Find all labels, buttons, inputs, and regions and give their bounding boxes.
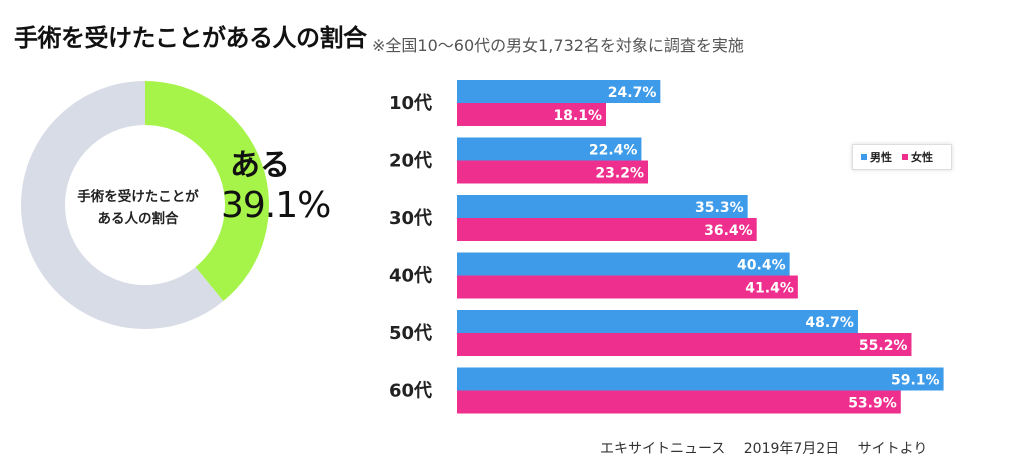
donut-highlight-label: ある <box>230 148 290 183</box>
donut-center-label: 手術を受けたことが ある人の割合 <box>68 186 208 230</box>
category-label: 50代 <box>389 323 432 344</box>
donut-slice-other <box>20 81 224 329</box>
data-label-female: 41.4% <box>745 281 794 297</box>
bar-female <box>457 218 757 241</box>
data-label-male: 59.1% <box>891 373 940 389</box>
bar-male <box>457 195 748 218</box>
legend-swatch-male <box>861 154 867 160</box>
page-title: 手術を受けたことがある人の割合 <box>14 24 367 52</box>
bar-female <box>457 160 649 184</box>
donut-slice-yes <box>145 81 269 302</box>
donut-highlight-value: 39.1% <box>221 185 331 226</box>
survey-note: ※全国10〜60代の男女1,732名を対象に調査を実施 <box>372 36 744 55</box>
donut-chart <box>20 81 269 329</box>
bar-female <box>457 333 912 356</box>
data-label-female: 55.2% <box>859 338 908 354</box>
bar-male <box>457 252 790 276</box>
category-label: 30代 <box>389 208 432 229</box>
data-label-male: 40.4% <box>737 258 786 274</box>
donut-center-line1: 手術を受けたことが <box>77 189 199 205</box>
legend-label-male: 男性 <box>870 151 892 164</box>
category-label: 20代 <box>389 151 432 172</box>
data-label-male: 24.7% <box>608 85 657 101</box>
bar-chart: 10代 24.7% 18.1% 20代 22.4% 23.2% 30代 35.3% 36.4% 4… <box>389 80 944 414</box>
data-label-female: 36.4% <box>704 223 753 239</box>
category-label: 10代 <box>389 93 432 114</box>
data-label-male: 48.7% <box>805 315 854 331</box>
category-label: 60代 <box>389 381 432 402</box>
bar-male <box>457 310 858 333</box>
donut-center-line2: ある人の割合 <box>97 211 179 227</box>
legend-label-female: 女性 <box>911 151 933 164</box>
legend-item-female: 女性 <box>902 149 933 165</box>
data-label-female: 18.1% <box>553 108 602 124</box>
data-label-female: 23.2% <box>595 166 644 182</box>
bar-male <box>457 367 944 391</box>
source-credit: エキサイトニュース 2019年7月2日 サイトより <box>600 441 928 457</box>
chart-legend: 男性 女性 <box>852 144 952 170</box>
bar-female <box>457 275 798 299</box>
data-label-male: 22.4% <box>589 143 638 159</box>
bar-male <box>457 80 661 103</box>
bar-female <box>457 103 607 126</box>
bar-female <box>457 390 901 414</box>
legend-item-male: 男性 <box>861 149 892 165</box>
data-label-male: 35.3% <box>695 200 744 216</box>
bar-male <box>457 137 642 161</box>
legend-swatch-female <box>902 154 908 160</box>
category-label: 40代 <box>389 266 432 287</box>
data-label-female: 53.9% <box>848 396 897 412</box>
